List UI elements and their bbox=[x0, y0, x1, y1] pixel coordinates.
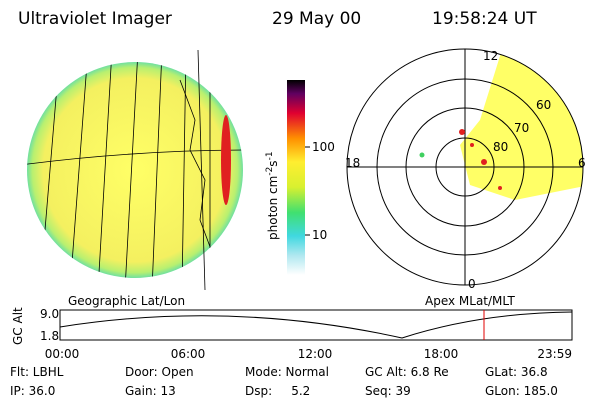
mlt-label: 12 bbox=[483, 49, 498, 63]
mlat-label: 70 bbox=[514, 121, 529, 135]
x-tick-label: 18:00 bbox=[424, 347, 459, 361]
info-field: GLon: 185.0 bbox=[485, 384, 558, 398]
x-tick-label: 12:00 bbox=[298, 347, 333, 361]
mlt-label: 6 bbox=[578, 156, 586, 170]
info-field: GC Alt: 6.8 Re bbox=[365, 365, 449, 379]
x-tick-label: 06:00 bbox=[171, 347, 206, 361]
info-field: Door: Open bbox=[125, 365, 194, 379]
info-field: Dsp: 5.2 bbox=[245, 384, 310, 398]
y-tick-label: 9.0 bbox=[40, 307, 59, 321]
mlat-label: 60 bbox=[536, 98, 551, 112]
timeline-title: Geographic Lat/Lon bbox=[68, 294, 185, 308]
info-field: Mode: Normal bbox=[245, 365, 329, 379]
x-tick-label: 00:00 bbox=[45, 347, 80, 361]
y-label: GC Alt bbox=[11, 307, 25, 345]
x-tick-label: 23:59 bbox=[537, 347, 572, 361]
timeline: Geographic Lat/Lon Apex MLat/MLT 9.0 1.8… bbox=[11, 294, 573, 361]
instrument: Ultraviolet Imager bbox=[18, 9, 172, 29]
mlat-label: 80 bbox=[493, 140, 508, 154]
colorbar-tick: 100 bbox=[312, 140, 335, 154]
earth-image bbox=[27, 49, 243, 291]
timeline-title: Apex MLat/MLT bbox=[425, 294, 515, 308]
polar-plot: 12 18 6 0 60 70 80 bbox=[345, 48, 586, 291]
footer: Flt: LBHL Door: Open Mode: Normal GC Alt: 6… bbox=[10, 365, 558, 398]
time: 19:58:24 UT bbox=[432, 9, 537, 29]
colorbar: 100 10 photon cm-2s-1 bbox=[265, 80, 335, 275]
info-field: IP: 36.0 bbox=[10, 384, 55, 398]
info-field: Gain: 13 bbox=[125, 384, 176, 398]
colorbar-tick: 10 bbox=[312, 228, 327, 242]
colorbar-label: photon cm-2s-1 bbox=[265, 151, 280, 240]
info-field: Flt: LBHL bbox=[10, 365, 64, 379]
date: 29 May 00 bbox=[272, 9, 361, 29]
mlt-label: 18 bbox=[345, 156, 360, 170]
mlt-label: 0 bbox=[468, 277, 476, 291]
info-field: Seq: 39 bbox=[365, 384, 411, 398]
y-tick-label: 1.8 bbox=[40, 329, 59, 343]
info-field: GLat: 36.8 bbox=[485, 365, 548, 379]
